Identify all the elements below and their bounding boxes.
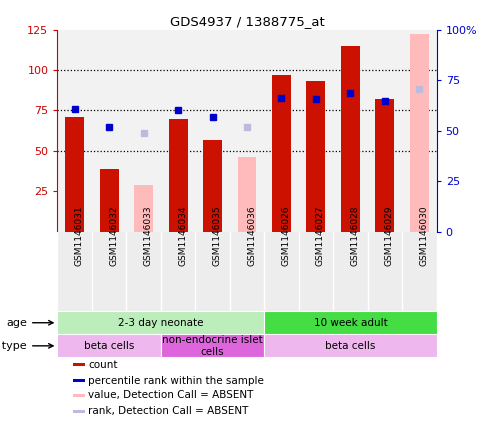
Bar <box>264 311 437 334</box>
Bar <box>92 30 126 232</box>
Text: GSM1146035: GSM1146035 <box>213 206 222 266</box>
Bar <box>230 30 264 232</box>
Text: beta cells: beta cells <box>84 341 134 351</box>
Bar <box>92 232 126 311</box>
Text: GSM1146033: GSM1146033 <box>144 206 153 266</box>
Bar <box>341 46 360 232</box>
Bar <box>161 30 195 232</box>
Bar <box>169 118 188 232</box>
Text: GSM1146036: GSM1146036 <box>247 206 256 266</box>
Text: rank, Detection Call = ABSENT: rank, Detection Call = ABSENT <box>88 407 249 416</box>
Bar <box>134 185 153 232</box>
Bar <box>402 232 437 311</box>
Title: GDS4937 / 1388775_at: GDS4937 / 1388775_at <box>170 16 324 28</box>
Bar <box>272 75 291 232</box>
Bar <box>195 30 230 232</box>
Bar <box>72 379 84 382</box>
Bar <box>299 30 333 232</box>
Bar <box>299 232 333 311</box>
Bar <box>57 311 264 334</box>
Bar <box>161 334 264 357</box>
Bar <box>72 363 84 366</box>
Bar <box>72 410 84 413</box>
Bar <box>126 30 161 232</box>
Bar <box>195 232 230 311</box>
Text: GSM1146032: GSM1146032 <box>109 206 118 266</box>
Bar <box>238 157 256 232</box>
Bar <box>126 232 161 311</box>
Bar <box>65 117 84 232</box>
Bar <box>57 334 161 357</box>
Bar <box>100 169 119 232</box>
Text: percentile rank within the sample: percentile rank within the sample <box>88 376 264 386</box>
Bar <box>333 30 368 232</box>
Text: beta cells: beta cells <box>325 341 376 351</box>
Text: GSM1146026: GSM1146026 <box>281 206 290 266</box>
Text: GSM1146029: GSM1146029 <box>385 206 394 266</box>
Text: GSM1146028: GSM1146028 <box>350 206 359 266</box>
Bar <box>402 30 437 232</box>
Bar <box>368 30 402 232</box>
Text: GSM1146027: GSM1146027 <box>316 206 325 266</box>
Text: GSM1146030: GSM1146030 <box>419 206 428 266</box>
Bar <box>375 99 394 232</box>
Bar <box>368 232 402 311</box>
Bar <box>264 334 437 357</box>
Bar <box>264 30 299 232</box>
Bar <box>57 232 92 311</box>
Text: value, Detection Call = ABSENT: value, Detection Call = ABSENT <box>88 390 253 401</box>
Bar <box>333 232 368 311</box>
Bar <box>306 81 325 232</box>
Text: cell type: cell type <box>0 341 53 351</box>
Text: count: count <box>88 360 117 370</box>
Bar <box>410 34 429 232</box>
Bar <box>203 140 222 232</box>
Bar <box>264 232 299 311</box>
Text: non-endocrine islet
cells: non-endocrine islet cells <box>162 335 263 357</box>
Text: 10 week adult: 10 week adult <box>313 318 387 328</box>
Bar <box>57 30 92 232</box>
Bar <box>230 232 264 311</box>
Bar <box>161 232 195 311</box>
Text: GSM1146031: GSM1146031 <box>75 206 84 266</box>
Text: 2-3 day neonate: 2-3 day neonate <box>118 318 204 328</box>
Bar <box>72 394 84 397</box>
Text: GSM1146034: GSM1146034 <box>178 206 187 266</box>
Text: age: age <box>6 318 53 328</box>
